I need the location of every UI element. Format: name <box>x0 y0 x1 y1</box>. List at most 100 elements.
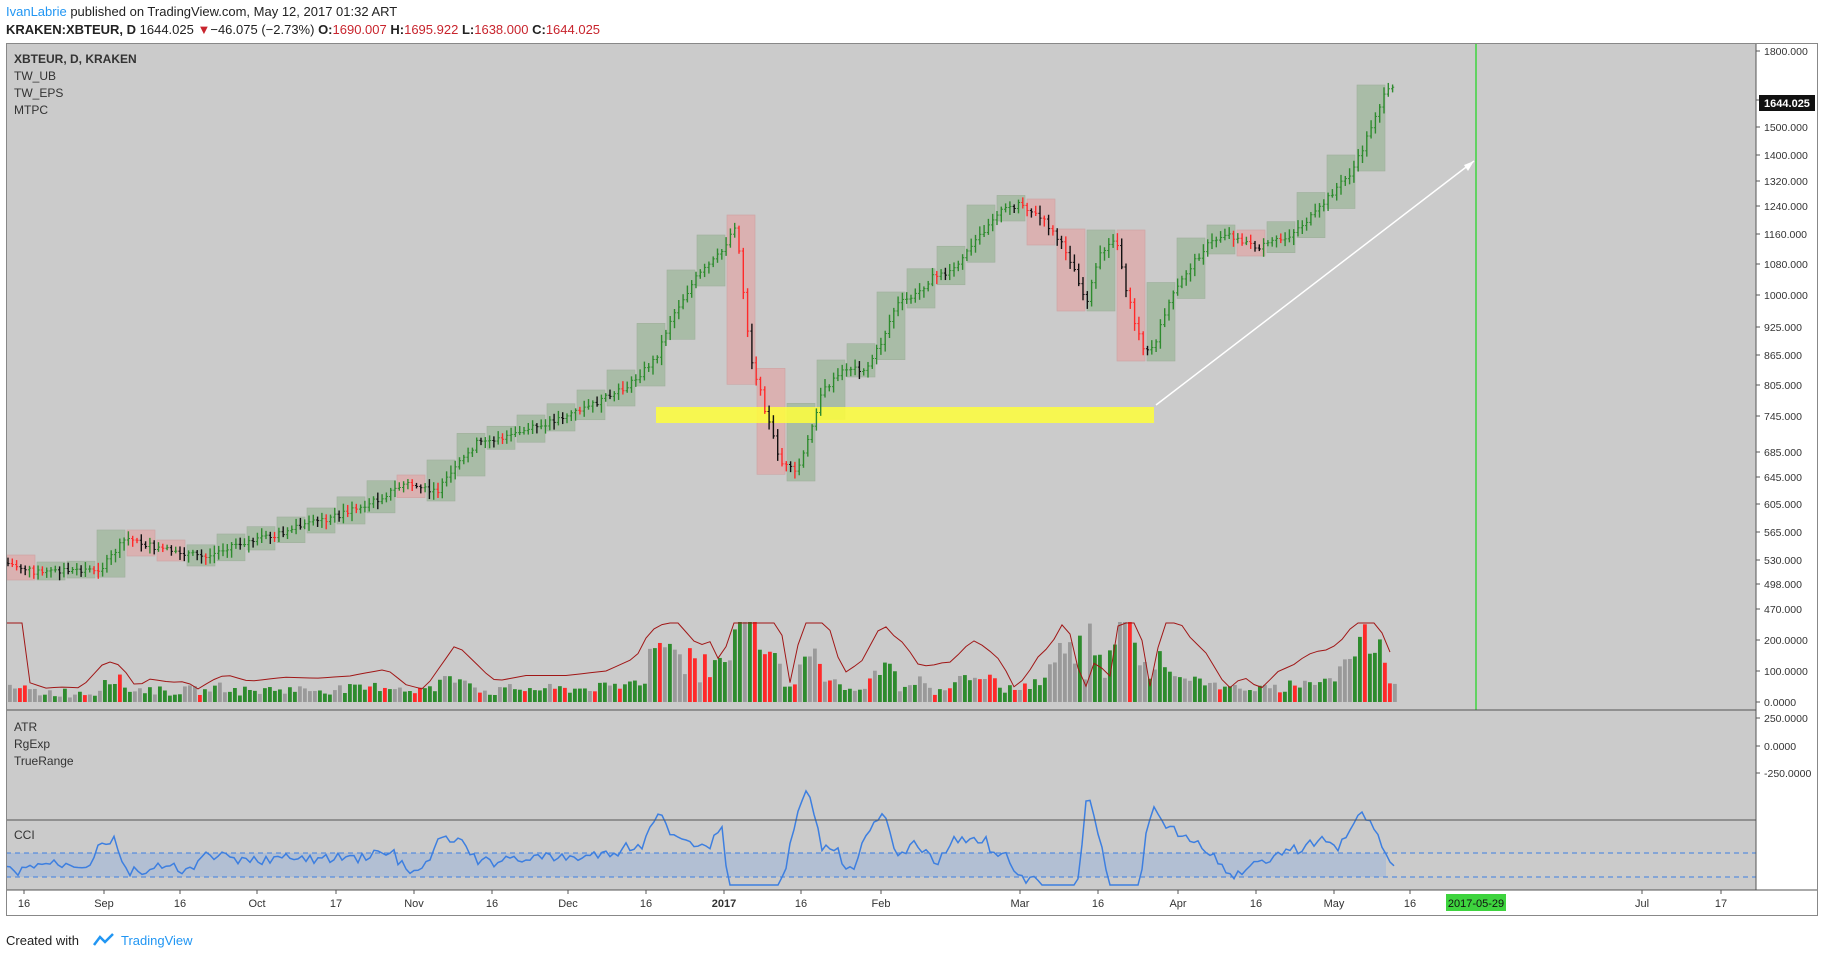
atr-bar <box>123 687 127 702</box>
atr-bar <box>313 690 317 702</box>
atr-bar <box>73 694 77 702</box>
atr-bar <box>808 656 812 702</box>
atr-pane[interactable] <box>6 710 1756 820</box>
cci-axis[interactable]: 250.0000 0.0000 -250.0000 <box>1756 713 1811 780</box>
atr-bar <box>623 684 627 702</box>
tradingview-link[interactable]: TradingView <box>120 932 193 948</box>
legend-symbol[interactable]: XBTEUR, D, KRAKEN <box>14 52 137 66</box>
atr-bar <box>1158 651 1162 702</box>
chart-container[interactable]: 1800.0001600.0001500.0001400.0001320.000… <box>5 43 1818 916</box>
atr-bar <box>698 682 702 702</box>
atr-bar <box>1128 622 1132 702</box>
atr-bar <box>1298 687 1302 702</box>
atr-bar <box>703 654 707 702</box>
atr-bar <box>578 688 582 702</box>
time-tick-label: 17 <box>330 898 342 910</box>
atr-bar <box>253 690 257 702</box>
atr-bar <box>968 680 972 702</box>
price-tick-label: 1500.000 <box>1764 122 1808 134</box>
atr-bar <box>58 696 62 702</box>
time-tick-label: 16 <box>1092 898 1104 910</box>
atr-bar <box>1153 669 1157 702</box>
atr-bar <box>573 688 577 702</box>
atr-bar <box>1273 684 1277 702</box>
price-axis[interactable]: 1800.0001600.0001500.0001400.0001320.000… <box>1756 46 1808 616</box>
atr-bar <box>608 685 612 702</box>
price-tick-label: 498.000 <box>1764 579 1802 591</box>
atr-bar <box>398 687 402 702</box>
atr-bar <box>858 689 862 702</box>
atr-bar <box>668 643 672 702</box>
author-link[interactable]: IvanLabrie <box>6 4 67 19</box>
price-pane[interactable] <box>6 43 1756 710</box>
atr-bar <box>1243 690 1247 702</box>
atr-bar <box>1123 622 1127 702</box>
atr-bar <box>663 647 667 702</box>
atr-bar <box>923 683 927 702</box>
atr-bar <box>373 682 377 702</box>
time-axis[interactable]: 16 Sep 16 Oct 17 Nov 16 Dec 16 2017 16 Feb Mar 16 Apr 1… <box>18 890 1727 910</box>
atr-bar <box>1383 662 1387 702</box>
legend-truerange[interactable]: TrueRange <box>14 754 74 768</box>
atr-bar <box>563 687 567 702</box>
atr-bar <box>848 688 852 702</box>
legend-rgexp[interactable]: RgExp <box>14 737 51 751</box>
atr-bar <box>548 683 552 702</box>
atr-bar <box>903 686 907 702</box>
time-tick-label: Mar <box>1011 898 1030 910</box>
projection-line <box>1155 160 1475 406</box>
atr-bar <box>643 683 647 702</box>
atr-bar <box>1133 642 1137 702</box>
atr-bar <box>1148 678 1152 702</box>
atr-bar <box>913 684 917 702</box>
atr-bar <box>33 688 37 702</box>
legend-indicator-tw-eps[interactable]: TW_EPS <box>14 86 64 100</box>
atr-bar <box>483 690 487 702</box>
cci-line <box>5 789 1395 886</box>
atr-bar <box>1333 681 1337 702</box>
atr-bar <box>403 691 407 702</box>
atr-bar <box>1328 678 1332 702</box>
atr-bar <box>603 682 607 702</box>
atr-bar <box>298 686 302 702</box>
legend-cci[interactable]: CCI <box>14 828 35 842</box>
chart-canvas[interactable]: 1800.0001600.0001500.0001400.0001320.000… <box>5 43 1818 916</box>
atr-bar <box>1143 662 1147 702</box>
legend-atr[interactable]: ATR <box>14 720 38 734</box>
atr-bar <box>263 688 267 702</box>
atr-bar <box>908 685 912 702</box>
open-value: 1690.007 <box>332 22 387 37</box>
atr-axis[interactable]: 200.0000 100.0000 0.0000 <box>1756 635 1808 709</box>
atr-bar <box>278 689 282 702</box>
atr-bar <box>93 695 97 702</box>
date-cursor-text: 2017-05-29 <box>1448 898 1504 910</box>
atr-bar <box>88 694 92 702</box>
atr-bar <box>308 691 312 702</box>
atr-bar <box>1378 639 1382 702</box>
mtpc-box <box>516 414 546 443</box>
atr-bar <box>943 690 947 702</box>
time-tick-label: Sep <box>94 898 114 910</box>
atr-bar <box>478 692 482 702</box>
atr-bar <box>1053 662 1057 702</box>
support-zone <box>656 407 1154 423</box>
mtpc-box <box>936 245 966 286</box>
atr-bar <box>293 691 297 702</box>
legend-indicator-tw-ub[interactable]: TW_UB <box>14 69 56 83</box>
atr-bar <box>1183 678 1187 702</box>
cci-tick-label: 250.0000 <box>1764 713 1808 725</box>
atr-bar <box>303 688 307 702</box>
atr-bar <box>1228 686 1232 702</box>
atr-bar <box>963 675 967 702</box>
atr-bar <box>488 694 492 702</box>
atr-bar <box>958 675 962 702</box>
atr-bar <box>518 689 522 702</box>
legend-indicator-mtpc[interactable]: MTPC <box>14 103 48 117</box>
atr-bar <box>528 688 532 702</box>
atr-bar <box>1313 684 1317 702</box>
time-tick-label: Oct <box>248 898 265 910</box>
atr-bar <box>678 654 682 702</box>
cci-tick-label: -250.0000 <box>1764 768 1811 780</box>
atr-bar <box>1368 653 1372 702</box>
atr-bar <box>918 676 922 702</box>
